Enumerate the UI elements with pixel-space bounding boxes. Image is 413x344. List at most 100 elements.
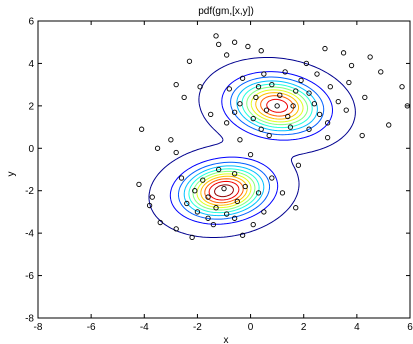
y-tick-label: 2 bbox=[28, 101, 34, 112]
data-point bbox=[189, 234, 195, 241]
axes: -8 -6 -4 -2 0 2 4 6 -8 -6 -4 -2 0 2 4 6 bbox=[25, 17, 413, 334]
data-point bbox=[237, 101, 243, 107]
data-point bbox=[146, 202, 153, 209]
data-point bbox=[197, 84, 203, 90]
contour-line bbox=[208, 98, 289, 201]
data-point bbox=[213, 33, 219, 39]
data-point bbox=[234, 198, 240, 204]
contour-line bbox=[204, 95, 295, 204]
data-point bbox=[192, 188, 198, 194]
data-point bbox=[237, 137, 243, 143]
contour-line bbox=[169, 71, 333, 225]
contour-line bbox=[214, 184, 234, 198]
x-tick-label: 6 bbox=[407, 322, 413, 333]
x-axis-label: x bbox=[224, 335, 229, 344]
y-tick-label: 0 bbox=[28, 144, 34, 155]
data-point bbox=[293, 205, 299, 211]
data-point bbox=[231, 215, 238, 221]
data-point bbox=[314, 71, 320, 77]
contour-line bbox=[200, 92, 300, 206]
data-point bbox=[226, 86, 232, 92]
data-point bbox=[154, 145, 161, 151]
chart-title: pdf(gm,[x,y]) bbox=[198, 6, 254, 17]
y-tick-label: -4 bbox=[25, 229, 34, 240]
data-point bbox=[343, 107, 349, 113]
data-point bbox=[157, 219, 163, 226]
contour-line bbox=[148, 56, 356, 239]
data-point bbox=[399, 84, 405, 90]
data-point bbox=[205, 215, 211, 221]
data-point bbox=[255, 84, 262, 90]
x-tick-label: 2 bbox=[301, 322, 307, 333]
data-point bbox=[184, 200, 190, 207]
data-point bbox=[306, 90, 312, 96]
data-point bbox=[279, 190, 286, 196]
x-tick-label: -4 bbox=[140, 322, 149, 333]
data-point bbox=[346, 79, 352, 86]
data-point bbox=[224, 52, 230, 58]
data-point bbox=[258, 48, 264, 54]
data-point bbox=[290, 103, 296, 109]
data-point bbox=[274, 103, 280, 109]
data-point bbox=[269, 81, 275, 88]
data-point bbox=[306, 126, 312, 132]
data-point bbox=[266, 132, 272, 139]
data-point bbox=[216, 166, 222, 173]
data-point bbox=[168, 137, 174, 143]
data-point bbox=[322, 45, 328, 52]
axes-box bbox=[37, 20, 411, 319]
data-point bbox=[231, 171, 238, 177]
x-tick-label: 4 bbox=[354, 322, 360, 333]
data-point bbox=[239, 75, 246, 81]
data-point bbox=[224, 120, 230, 126]
data-point bbox=[186, 58, 193, 64]
data-point bbox=[311, 101, 317, 107]
data-point bbox=[261, 209, 267, 215]
data-point bbox=[247, 151, 254, 158]
data-point bbox=[200, 177, 206, 183]
data-point bbox=[178, 175, 185, 181]
data-point bbox=[205, 194, 211, 200]
data-point bbox=[242, 183, 248, 190]
data-point bbox=[173, 81, 179, 88]
data-point bbox=[362, 94, 368, 101]
y-tick-label: 4 bbox=[28, 59, 34, 70]
data-point bbox=[216, 41, 222, 47]
data-point bbox=[213, 205, 219, 211]
x-tick-label: 0 bbox=[248, 322, 254, 333]
data-point bbox=[245, 43, 251, 50]
data-point bbox=[258, 126, 264, 132]
data-point bbox=[194, 209, 201, 215]
data-point bbox=[136, 181, 142, 188]
data-point bbox=[378, 69, 384, 75]
plot-area bbox=[136, 33, 410, 241]
y-tick-label: -6 bbox=[25, 271, 34, 282]
data-point bbox=[173, 226, 179, 232]
data-point bbox=[293, 88, 299, 94]
data-point bbox=[224, 211, 230, 217]
data-point bbox=[303, 60, 310, 67]
data-point bbox=[231, 109, 238, 115]
data-point bbox=[149, 194, 155, 200]
contour-line bbox=[188, 83, 313, 214]
y-tick-label: 6 bbox=[28, 17, 34, 28]
data-point bbox=[367, 54, 373, 60]
data-point bbox=[324, 120, 331, 126]
data-point bbox=[261, 71, 267, 77]
y-tick-label: -8 bbox=[25, 314, 34, 325]
data-point bbox=[210, 222, 217, 228]
data-point bbox=[317, 111, 323, 117]
data-point bbox=[231, 39, 238, 45]
data-point bbox=[221, 185, 227, 192]
data-point bbox=[295, 162, 302, 168]
data-point bbox=[324, 135, 331, 141]
data-point bbox=[250, 115, 256, 122]
data-point bbox=[335, 98, 341, 105]
data-point bbox=[208, 111, 214, 117]
data-point bbox=[282, 69, 288, 75]
data-point bbox=[285, 113, 291, 120]
x-tick-label: -8 bbox=[34, 322, 43, 333]
x-tick-label: -2 bbox=[193, 322, 202, 333]
